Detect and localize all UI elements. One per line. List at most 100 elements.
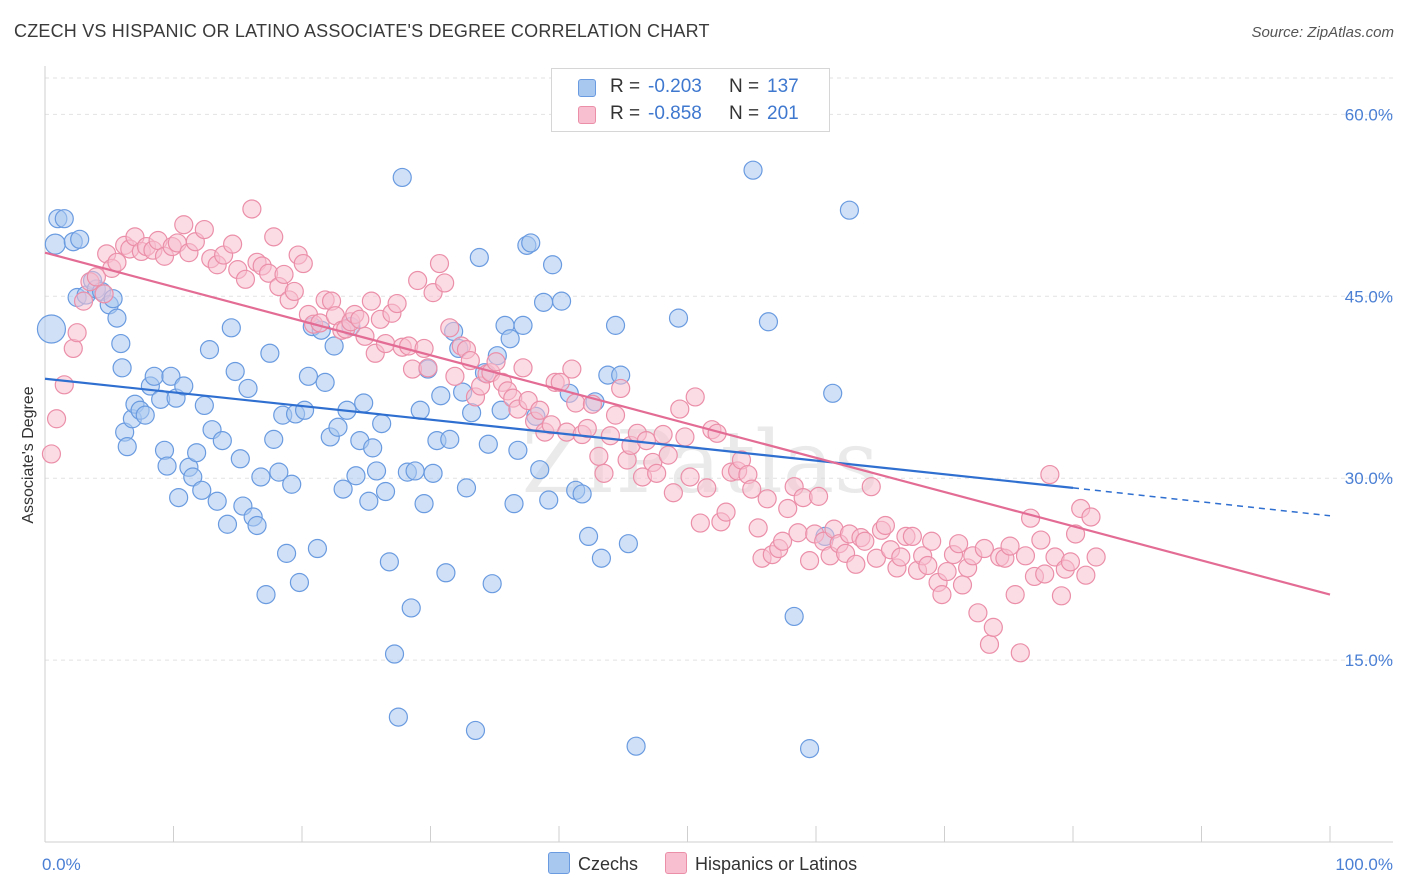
data-point [758,312,779,332]
data-point [230,449,250,469]
data-point [799,551,820,571]
data-point [264,429,284,449]
data-point [333,479,353,499]
data-point [46,409,67,429]
data-point [207,491,227,511]
data-point [600,426,621,446]
stats-legend: R = -0.203 N = 137 R = -0.858 N = 201 [551,68,830,132]
data-point [194,395,214,416]
data-point [513,315,533,335]
y-tick-label: 45.0% [1345,287,1393,306]
x-tick-label: 0.0% [42,855,81,874]
data-point [363,438,383,458]
data-point [174,376,194,396]
data-point [1010,643,1030,663]
legend-item-hispanics[interactable]: Hispanics or Latinos [665,852,857,875]
data-point [328,417,348,437]
hispanics-legend-swatch-icon [665,852,688,874]
data-point [298,366,319,386]
data-point [663,483,683,503]
czechs-legend-swatch-icon [548,852,570,874]
data-point [414,494,434,514]
data-point [44,233,66,255]
data-point [221,318,241,338]
data-point [379,552,399,572]
data-point [658,445,678,465]
data-point [94,284,114,304]
data-point [504,494,524,514]
data-point [384,644,405,664]
data-point [183,467,203,487]
data-point [577,418,597,439]
data-point [423,463,443,483]
data-point [223,234,243,254]
data-point [521,233,541,253]
data-point [359,491,379,511]
data-point [743,160,763,180]
data-point [486,352,506,372]
x-tick-label: 100.0% [1335,855,1393,874]
data-point [282,474,302,494]
data-point [418,358,438,378]
data-point [1005,585,1025,605]
data-point [784,606,804,627]
data-point [605,405,626,425]
data-point [949,534,969,554]
data-point [542,255,563,275]
y-tick-label: 30.0% [1345,469,1393,488]
data-point [361,291,381,311]
trend-line-extension [1072,487,1331,517]
series-legend: Czechs Hispanics or Latinos [548,852,879,875]
n-label: N = [729,76,760,97]
data-point [670,399,690,419]
data-point [440,429,460,449]
data-point [653,424,673,445]
data-point [530,460,550,480]
data-point [1031,530,1051,550]
data-point [187,443,207,463]
data-point [194,219,214,240]
data-point [440,318,460,338]
data-point [562,359,582,379]
data-point [1060,552,1081,572]
czechs-swatch-icon [578,79,596,97]
data-point [1040,464,1060,485]
data-point [1086,547,1106,567]
data-point [112,358,132,378]
data-point [435,273,455,293]
data-point [772,531,793,551]
legend-item-czechs[interactable]: Czechs [548,852,638,875]
data-point [307,538,328,559]
data-point [388,707,408,727]
data-point [293,253,313,274]
data-point [685,387,705,407]
data-point [500,329,520,349]
data-point [276,543,297,563]
data-point [405,461,425,481]
legend-label: Czechs [578,854,639,874]
data-point [675,427,695,447]
hispanics-swatch-icon [578,106,596,124]
data-point [513,358,533,378]
data-point [107,252,127,272]
data-point [839,200,860,220]
data-point [199,340,220,360]
data-point [73,291,94,311]
trend-line [44,377,1074,489]
data-point [551,291,572,311]
data-point [1076,565,1096,585]
data-point [111,333,131,354]
data-point [788,523,808,543]
data-point [157,456,177,476]
trend-line [44,251,1331,596]
data-point [260,343,280,363]
data-point [284,281,304,302]
data-point [54,209,74,229]
data-point [647,463,667,483]
data-point [742,479,762,499]
data-point [264,227,284,247]
data-point [315,372,335,392]
data-point [846,554,866,574]
data-point [217,514,238,534]
